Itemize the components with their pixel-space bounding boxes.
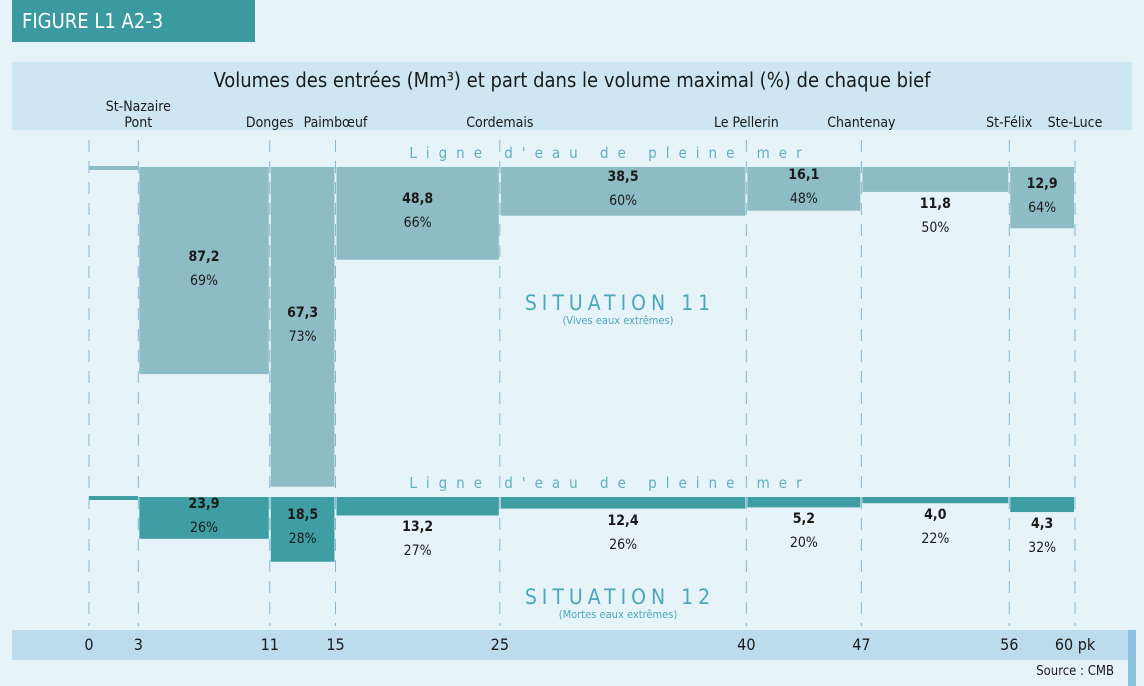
reach-bar [1010,497,1074,513]
volume-label: 23,9 [188,495,220,512]
reach-bar [270,167,335,487]
reach-bar [747,497,861,508]
figure-tab [12,0,255,42]
volume-label: 12,9 [1026,175,1058,192]
pk-label: 11 [260,635,279,654]
volume-label: 4,3 [1030,516,1054,533]
reach-bar [1010,167,1074,229]
reach-bar [862,497,1009,504]
strip [89,166,138,170]
share-label: 69% [190,272,219,289]
volume-label: 4,0 [924,507,947,524]
pk-label: 3 [133,635,143,654]
waterline-label: Ligne d'eau de pleine mer [409,144,811,162]
place-label: Donges [245,115,294,131]
reach-bar [336,497,499,516]
volume-label: 11,8 [919,195,951,212]
volume-label: 13,2 [402,519,434,536]
pk-label: 60 pk [1054,635,1096,654]
volume-label: 16,1 [788,166,820,183]
axis-band [12,630,1132,660]
share-label: 20% [789,535,818,552]
volume-label: 5,2 [792,511,815,528]
pk-label: 40 [737,635,756,654]
share-label: 48% [789,190,818,207]
pk-label: 25 [490,635,509,654]
place-label: Chantenay [827,115,896,131]
title: Volumes des entrées (Mm³) et part dans l… [213,68,931,92]
volume-label: 48,8 [402,191,434,208]
place-label: Paimbœuf [303,115,368,131]
place-label: Cordemais [466,115,534,131]
place-label: St-Nazaire Pont [105,99,171,131]
share-label: 27% [403,543,432,560]
place-label: Le Pellerin [713,115,779,131]
figure-label: FIGURE L1 A2-3 [22,9,164,33]
place-label: Ste-Luce [1047,115,1103,131]
share-label: 64% [1028,199,1057,216]
pk-label: 47 [852,635,871,654]
reach-bar [747,167,861,211]
reach-bar [139,167,269,375]
right-bar [1128,630,1136,686]
share-label: 26% [609,536,638,553]
pk-label: 56 [1000,635,1019,654]
volume-label: 67,3 [287,304,319,321]
situation-title: SITUATION 11 [524,291,716,315]
share-label: 22% [921,531,950,548]
reach-bar [500,497,746,509]
situation-title: SITUATION 12 [524,585,716,609]
share-label: 66% [403,215,432,232]
source: Source : CMB [1036,664,1114,679]
waterline-label: Ligne d'eau de pleine mer [409,474,811,492]
pk-label: 15 [326,635,345,654]
volume-label: 87,2 [188,248,220,265]
share-label: 60% [609,193,638,210]
volume-label: 38,5 [607,169,639,186]
title-band [12,62,1132,130]
volume-label: 12,4 [607,512,639,529]
share-label: 28% [288,531,317,548]
pk-label: 0 [84,635,94,654]
situation-subtitle: (Vives eaux extrêmes) [562,314,674,327]
volume-label: 18,5 [287,507,319,524]
reach-bar [139,497,269,539]
reach-bar [500,167,746,216]
share-label: 73% [288,328,317,345]
situation-subtitle: (Mortes eaux extrêmes) [558,608,678,621]
share-label: 32% [1028,540,1057,557]
share-label: 26% [190,519,219,536]
reach-bar [862,167,1009,192]
reach-bar [270,497,335,562]
place-label: St-Félix [986,115,1033,131]
reach-bar [336,167,499,260]
strip [89,496,138,500]
share-label: 50% [921,219,950,236]
